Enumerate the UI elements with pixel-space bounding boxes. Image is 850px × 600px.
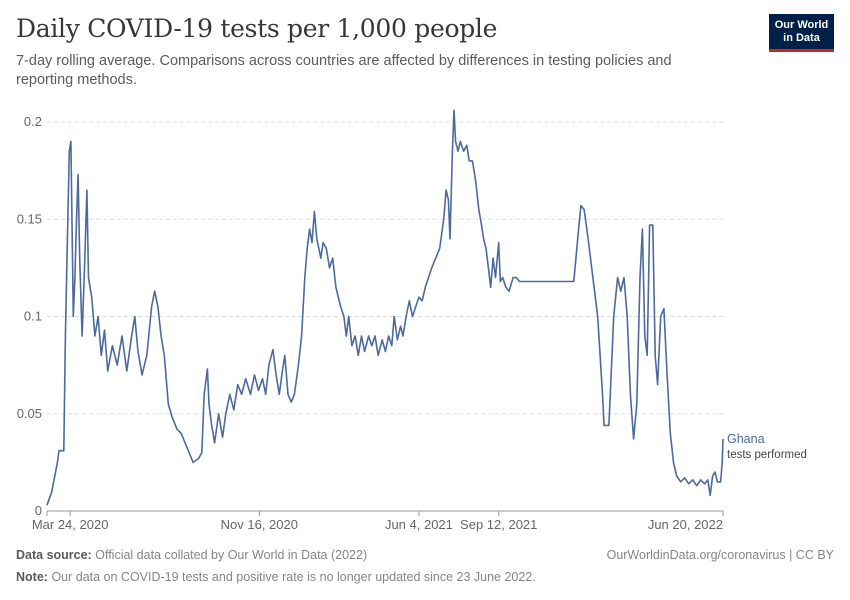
note-text: Our data on COVID-19 tests and positive … (51, 570, 536, 584)
y-tick-label: 0.2 (24, 114, 42, 129)
source-text: Official data collated by Our World in D… (95, 548, 368, 562)
footer-link[interactable]: OurWorldinData.org/coronavirus | CC BY (606, 548, 834, 562)
x-tick-label: Nov 16, 2020 (221, 517, 298, 532)
footer-note: Note: Our data on COVID-19 tests and pos… (16, 570, 536, 584)
y-axis-ticks: 0 0.05 0.1 0.15 0.2 (17, 114, 42, 518)
owid-logo[interactable]: Our World in Data (769, 14, 834, 52)
y-tick-label: 0.1 (24, 309, 42, 324)
series-labels: Ghana tests performed (727, 432, 807, 461)
logo-line-2: in Data (783, 32, 820, 44)
logo-line-1: Our World (774, 19, 829, 31)
y-tick-label: 0.15 (17, 211, 42, 226)
series-line-ghana (46, 109, 724, 506)
x-tick-label: Jun 20, 2022 (648, 517, 723, 532)
note-label: Note: (16, 570, 48, 584)
series-label-sub: tests performed (727, 449, 807, 461)
series-label-name: Ghana (727, 432, 765, 446)
footer-source: Data source: Official data collated by O… (16, 548, 367, 562)
series-lines (46, 109, 724, 506)
chart-subtitle: 7-day rolling average. Comparisons acros… (16, 53, 672, 88)
chart-title: Daily COVID-19 tests per 1,000 people (16, 14, 498, 43)
y-tick-label: 0.05 (17, 406, 42, 421)
x-tick-label: Sep 12, 2021 (460, 517, 537, 532)
x-axis: Mar 24, 2020 Nov 16, 2020 Jun 4, 2021 Sep 1… (32, 510, 724, 532)
x-tick-label: Mar 24, 2020 (32, 517, 109, 532)
source-label: Data source: (16, 548, 92, 562)
y-tick-label: 0 (35, 503, 42, 518)
grid-lines (47, 121, 723, 415)
x-tick-label: Jun 4, 2021 (385, 517, 453, 532)
